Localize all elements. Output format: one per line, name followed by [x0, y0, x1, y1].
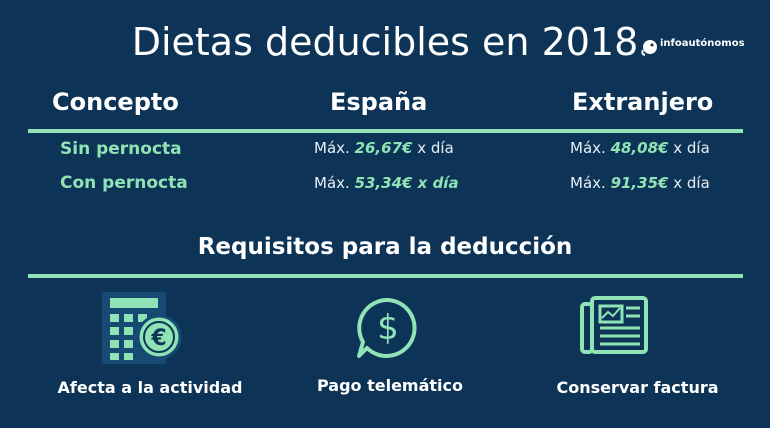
header-espana: España	[330, 88, 428, 116]
newspaper-invoice-icon	[580, 296, 648, 354]
row-concept-con-pernocta: Con pernocta	[60, 173, 188, 193]
requirement-label: Afecta a la actividad	[57, 378, 243, 397]
row-concept-sin-pernocta: Sin pernocta	[60, 139, 182, 159]
requirements-title: Requisitos para la deducción	[197, 234, 573, 260]
svg-text:$: $	[377, 308, 399, 348]
requirements-divider	[28, 274, 743, 278]
row-spain-value: Máx. 26,67€ x día	[314, 139, 454, 157]
requirement-label: Pago telemático	[316, 376, 464, 395]
brand-logo: infoautónomos	[640, 36, 750, 60]
row-spain-value: Máx. 53,34€ x día	[314, 174, 459, 192]
brand-name: infoautónomos	[660, 38, 745, 49]
row-abroad-value: Máx. 91,35€ x día	[570, 174, 710, 192]
page-title: Dietas deducibles en 2018	[131, 20, 639, 64]
dollar-speech-bubble-icon: $	[357, 297, 417, 358]
calculator-euro-icon: €	[102, 292, 182, 364]
requirement-label: Conservar factura	[556, 378, 719, 397]
header-concepto: Concepto	[52, 88, 179, 116]
table-divider	[28, 129, 743, 133]
svg-text:€: €	[150, 326, 166, 351]
header-extranjero: Extranjero	[572, 88, 714, 116]
row-abroad-value: Máx. 48,08€ x día	[570, 139, 710, 157]
chameleon-logo-icon	[641, 40, 657, 56]
